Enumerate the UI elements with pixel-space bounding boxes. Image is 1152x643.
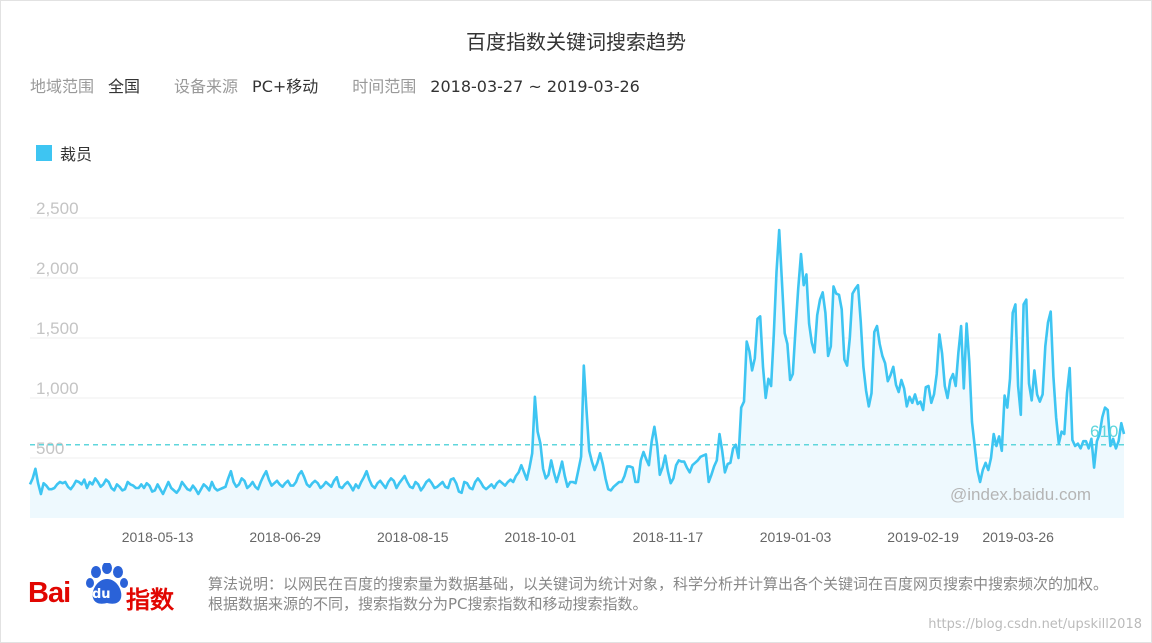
y-tick-label: 2,000 <box>36 259 79 278</box>
source-credit: https://blog.csdn.net/upskill2018 <box>928 617 1142 632</box>
device-value[interactable]: PC+移动 <box>252 77 319 96</box>
average-label: 610 <box>1090 422 1118 441</box>
logo-text-bai: Bai <box>28 577 71 609</box>
x-tick-label: 2018-08-15 <box>377 529 449 545</box>
y-tick-label: 2,500 <box>36 199 79 218</box>
chart-legend[interactable]: 裁员 <box>36 141 92 165</box>
logo-text-du: du <box>92 587 111 602</box>
legend-label: 裁员 <box>60 145 93 164</box>
algorithm-note: 算法说明：以网民在百度的搜索量为数据基础，以关键词为统计对象，科学分析并计算出各… <box>208 575 1109 613</box>
legend-swatch <box>36 145 52 161</box>
x-tick-label: 2019-02-19 <box>887 529 959 545</box>
series-line <box>28 228 1126 496</box>
device-label: 设备来源 <box>174 77 239 96</box>
paw-icon <box>86 563 128 604</box>
filter-bar: 地域范围 全国 设备来源 PC+移动 时间范围 2018-03-27 ~ 2019-03-… <box>30 73 674 97</box>
chart-title: 百度指数关键词搜索趋势 <box>466 30 686 54</box>
y-tick-label: 1,000 <box>36 379 79 398</box>
watermark: @index.baidu.com <box>950 485 1091 504</box>
x-tick-label: 2018-06-29 <box>249 529 321 545</box>
logo-text-index: 指数 <box>126 586 174 614</box>
baidu-index-logo[interactable]: Bai du 指数 <box>28 563 188 615</box>
series-area <box>30 230 1124 518</box>
time-range-label: 时间范围 <box>352 77 417 96</box>
y-tick-label: 500 <box>36 439 64 458</box>
x-tick-label: 2018-05-13 <box>122 529 194 545</box>
y-tick-label: 1,500 <box>36 319 79 338</box>
x-tick-label: 2019-01-03 <box>760 529 832 545</box>
x-tick-label: 2018-11-17 <box>633 529 704 545</box>
x-tick-label: 2018-10-01 <box>505 529 577 545</box>
region-label: 地域范围 <box>30 77 95 96</box>
region-value[interactable]: 全国 <box>108 77 141 96</box>
x-tick-label: 2019-03-26 <box>982 529 1054 545</box>
time-range-value[interactable]: 2018-03-27 ~ 2019-03-26 <box>430 77 640 96</box>
